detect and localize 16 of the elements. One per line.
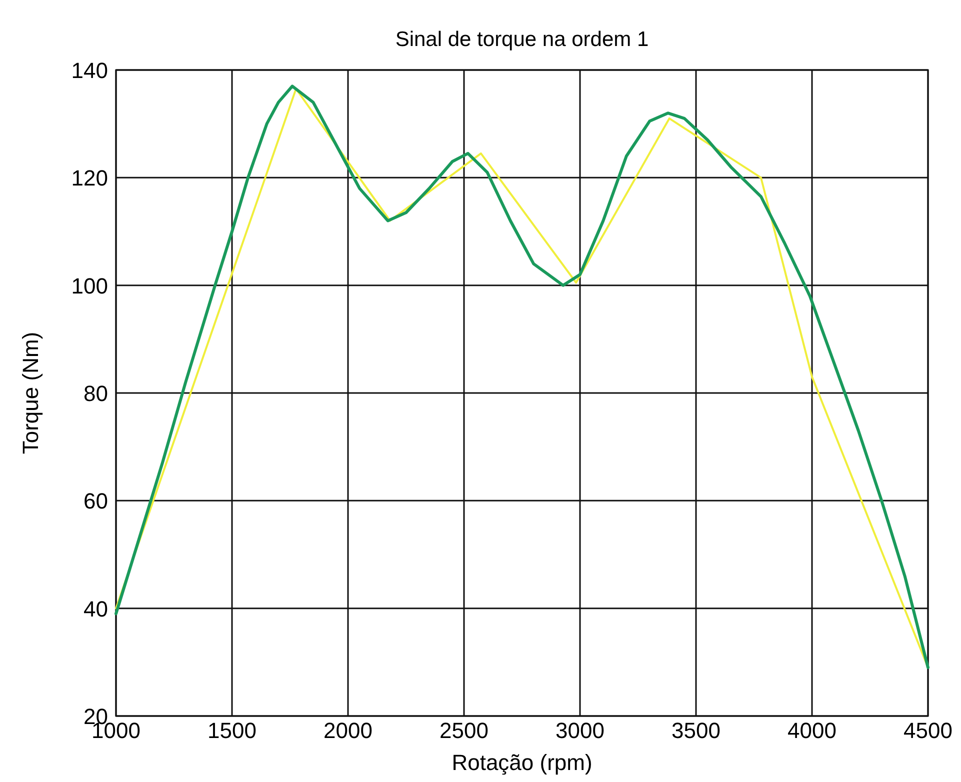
x-tick-label: 4000 bbox=[788, 718, 836, 743]
y-tick-label: 120 bbox=[71, 166, 108, 191]
x-axis-title: Rotação (rpm) bbox=[452, 750, 592, 775]
y-tick-label: 60 bbox=[84, 488, 108, 514]
x-tick-label: 2500 bbox=[440, 718, 488, 743]
x-tick-label: 4500 bbox=[904, 718, 952, 743]
y-tick-label: 80 bbox=[84, 381, 108, 406]
y-tick-label: 40 bbox=[84, 596, 108, 622]
y-axis-title: Torque (Nm) bbox=[18, 332, 43, 454]
chart-title: Sinal de torque na ordem 1 bbox=[395, 28, 649, 51]
x-tick-label: 2000 bbox=[324, 718, 372, 743]
x-tick-label: 3000 bbox=[556, 718, 604, 743]
y-tick-label: 140 bbox=[71, 58, 108, 83]
x-tick-label: 1500 bbox=[208, 718, 256, 743]
y-tick-label: 100 bbox=[71, 273, 108, 298]
x-tick-label: 3500 bbox=[672, 718, 720, 743]
